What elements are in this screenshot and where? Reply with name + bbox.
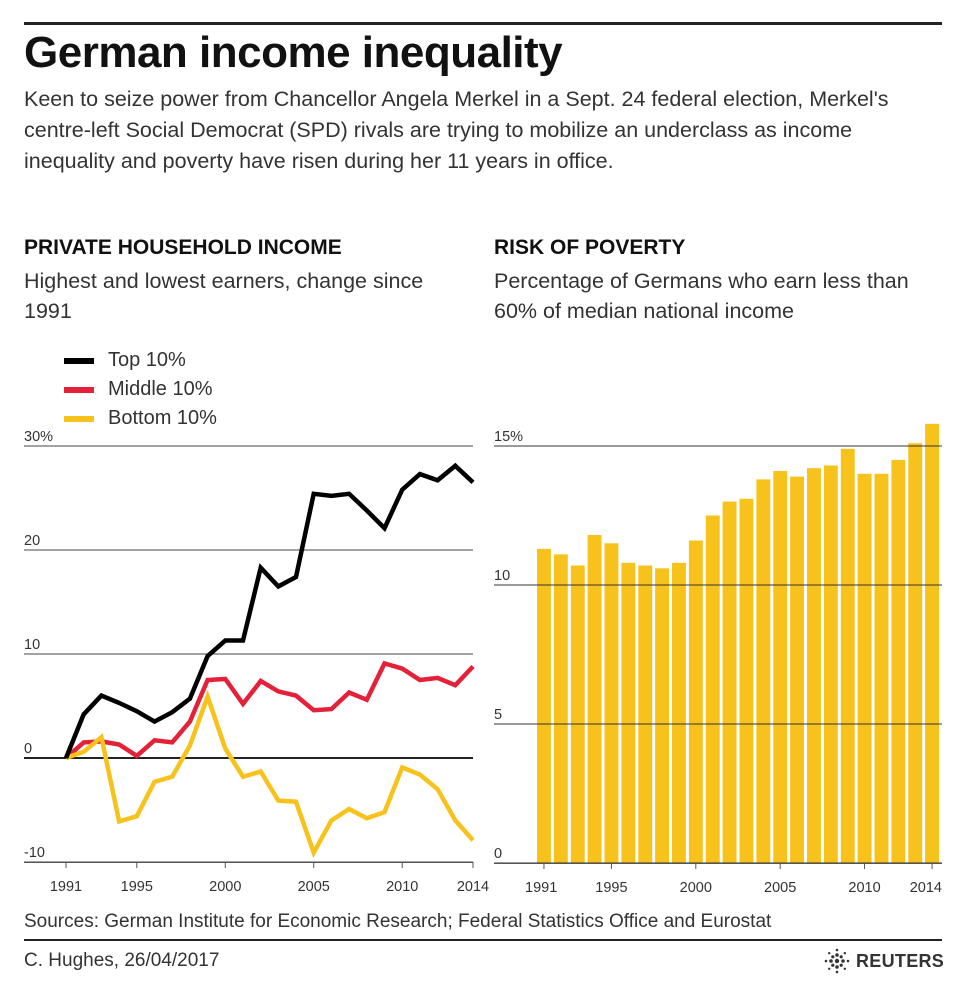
income-x-tick-label: 2005: [298, 879, 330, 895]
poverty-bar: [621, 562, 636, 863]
poverty-bar: [672, 562, 686, 863]
poverty-bar: [908, 443, 923, 863]
poverty-chart-heading: RISK OF POVERTY: [494, 236, 686, 259]
income-x-tick-label: 1995: [121, 879, 153, 895]
poverty-bar: [553, 554, 568, 863]
legend-item-top: Top 10%: [64, 346, 217, 375]
legend-item-middle: Middle 10%: [64, 375, 217, 404]
sources-note: Sources: German Institute for Economic R…: [24, 911, 772, 932]
legend-item-bottom: Bottom 10%: [64, 404, 217, 433]
income-y-tick-label: 10: [24, 637, 40, 653]
poverty-bar: [638, 565, 653, 863]
legend-swatch-middle: [64, 386, 94, 393]
poverty-bar: [773, 471, 788, 863]
poverty-bar: [925, 423, 939, 863]
legend-swatch-top: [64, 357, 94, 364]
poverty-bar: [857, 473, 872, 863]
poverty-bar: [604, 543, 619, 863]
reuters-dots-icon: [824, 948, 850, 974]
poverty-bar: [823, 465, 838, 863]
income-x-tick-label: 2014: [457, 879, 489, 895]
reuters-logo: REUTERS: [824, 948, 944, 974]
poverty-bar: [537, 548, 551, 863]
series-line-middle-10-: [64, 660, 475, 760]
intro-text: Keen to seize power from Chancellor Ange…: [24, 87, 889, 173]
poverty-bar: [756, 479, 771, 863]
income-x-tick-label: 1991: [50, 879, 82, 895]
poverty-chart-subtitle: Percentage of Germans who earn less than…: [494, 269, 909, 323]
poverty-bar: [688, 540, 703, 863]
income-chart-legend: Top 10% Middle 10% Bottom 10%: [64, 346, 217, 433]
income-chart-subtitle: Highest and lowest earners, change since…: [24, 269, 424, 323]
poverty-bar: [655, 568, 669, 863]
credit-line: C. Hughes, 26/04/2017: [24, 950, 220, 971]
bottom-rule: [24, 939, 942, 941]
poverty-bar: [840, 448, 855, 863]
income-y-tick-label: 30%: [24, 429, 53, 445]
poverty-x-tick-label: 2010: [848, 880, 880, 896]
poverty-y-tick-label: 0: [494, 846, 502, 862]
poverty-y-tick-label: 15%: [494, 429, 523, 445]
poverty-bar: [722, 501, 737, 863]
poverty-y-tick-label: 5: [494, 707, 502, 723]
poverty-bar: [807, 468, 821, 863]
series-line-top-10-: [63, 462, 475, 759]
poverty-bar: [874, 473, 889, 863]
income-x-tick-label: 2010: [386, 879, 418, 895]
legend-label-top: Top 10%: [108, 349, 186, 371]
poverty-bar-chart: 15% 10 5 0 1991 1995 2000 2005 2010 2014: [494, 423, 942, 896]
page-title: German income inequality: [24, 28, 563, 77]
poverty-bar: [587, 535, 602, 863]
income-y-tick-label: 20: [24, 533, 40, 549]
income-x-tick-label: 2000: [209, 879, 241, 895]
poverty-x-tick-label: 2014: [910, 880, 942, 896]
poverty-y-tick-label: 10: [494, 568, 510, 584]
series-line-bottom-10-: [65, 689, 475, 859]
brand-name: REUTERS: [856, 950, 945, 971]
poverty-bar: [790, 476, 804, 863]
legend-label-bottom: Bottom 10%: [108, 407, 217, 429]
poverty-x-tick-label: 1995: [595, 880, 627, 896]
poverty-x-tick-label: 2005: [764, 880, 796, 896]
poverty-bar: [891, 459, 906, 863]
poverty-bar: [570, 565, 585, 863]
top-rule: [24, 22, 942, 25]
poverty-bar: [739, 498, 754, 863]
legend-swatch-bottom: [64, 415, 94, 422]
poverty-x-tick-label: 1991: [525, 880, 557, 896]
legend-label-middle: Middle 10%: [108, 378, 213, 400]
poverty-bar: [705, 515, 720, 863]
income-y-tick-label: 0: [24, 741, 32, 757]
income-y-tick-label: -10: [24, 845, 45, 861]
poverty-x-tick-label: 2000: [680, 880, 712, 896]
income-chart-heading: PRIVATE HOUSEHOLD INCOME: [24, 236, 342, 259]
